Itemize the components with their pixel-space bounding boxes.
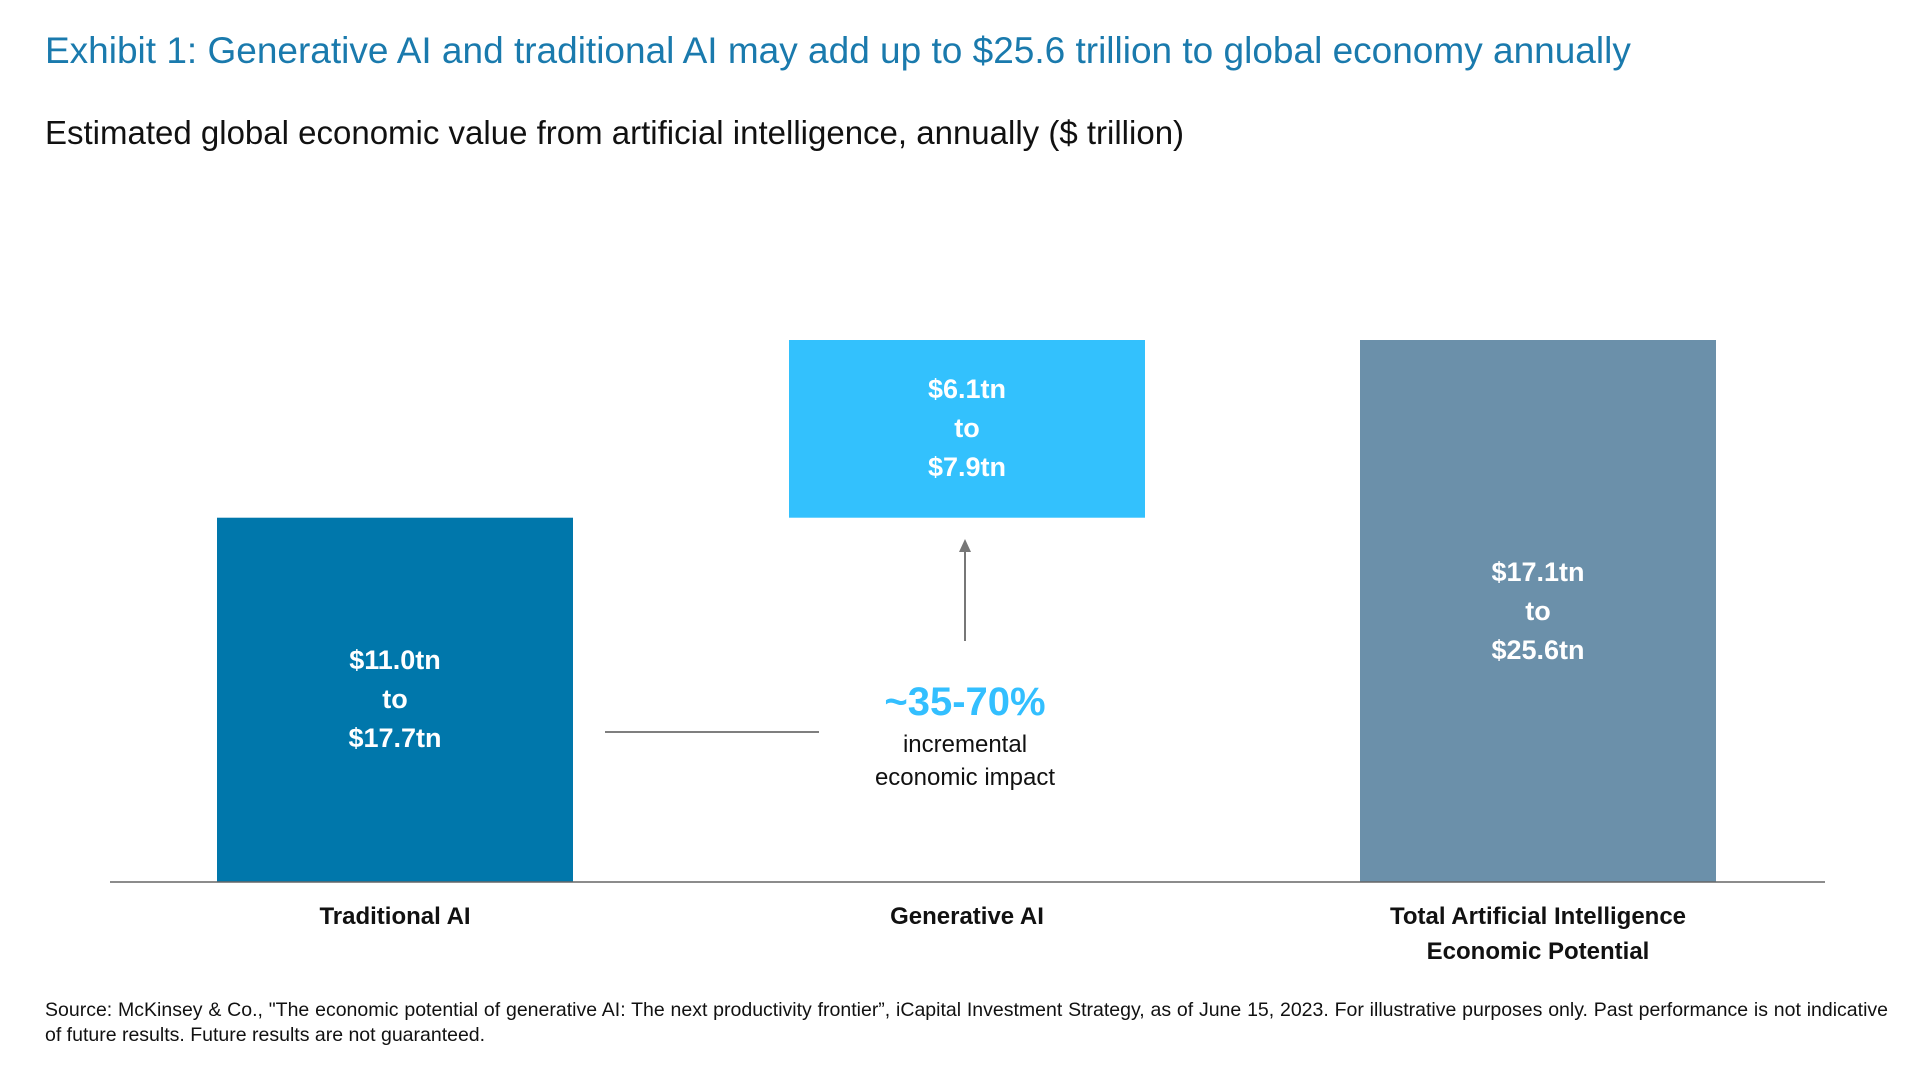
annotation-headline: ~35-70% — [884, 680, 1046, 724]
bar-label: $11.0tn to $17.7tn — [217, 641, 573, 758]
chart-title: Exhibit 1: Generative AI and traditional… — [45, 30, 1631, 71]
chart-subtitle: Estimated global economic value from art… — [45, 114, 1185, 151]
value-label: $17.7tn — [348, 723, 442, 754]
value-label: $25.6tn — [1491, 634, 1585, 665]
annotation-text: incremental — [902, 731, 1028, 758]
bar-label: $6.1tn to $7.9tn — [789, 370, 1145, 487]
bar-label: $17.1tn to $25.6tn — [1360, 553, 1716, 670]
x-tick-label: Traditional AI — [319, 903, 471, 930]
value-label: $7.9tn — [927, 452, 1007, 483]
value-label: $17.1tn — [1491, 556, 1585, 587]
arrow-head — [959, 539, 971, 552]
annotation: ~35-70% incremental economic impact — [820, 676, 1110, 794]
value-label: $6.1tn — [927, 374, 1007, 405]
source-note: Source: McKinsey & Co., "The economic po… — [45, 999, 1888, 1046]
annotation-text: economic impact — [874, 764, 1056, 791]
range-word: to — [954, 413, 980, 444]
x-tick-label: Generative AI — [890, 903, 1044, 930]
x-tick-label: Total Artificial Intelligence Economic P… — [1389, 903, 1687, 965]
bar — [789, 340, 1145, 518]
value-label: $11.0tn — [349, 645, 441, 676]
bar — [217, 517, 573, 882]
range-word: to — [382, 684, 408, 715]
bar — [1360, 340, 1716, 882]
range-word: to — [1525, 595, 1551, 626]
